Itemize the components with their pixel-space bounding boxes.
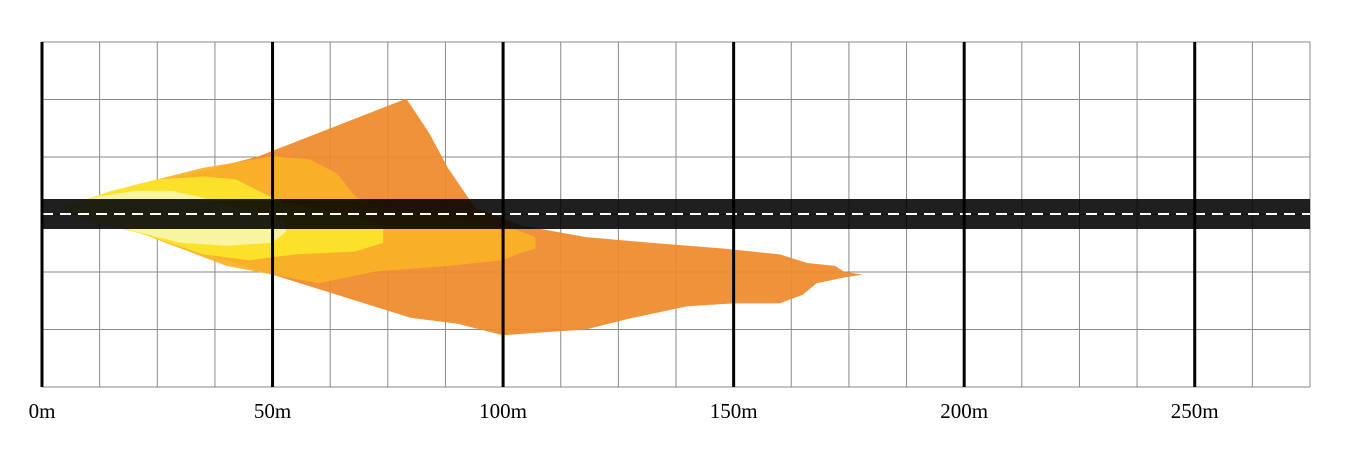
grid-major-lines	[40, 42, 1197, 387]
x-axis-tick-labels: 0m 50m 100m 150m 200m 250m	[29, 399, 1219, 423]
x-tick-label: 150m	[710, 399, 758, 423]
x-tick-label: 0m	[29, 399, 56, 423]
road	[42, 199, 1310, 229]
x-tick-label: 50m	[254, 399, 291, 423]
x-tick-label: 200m	[940, 399, 988, 423]
x-tick-label: 250m	[1171, 399, 1219, 423]
x-tick-label: 100m	[479, 399, 527, 423]
